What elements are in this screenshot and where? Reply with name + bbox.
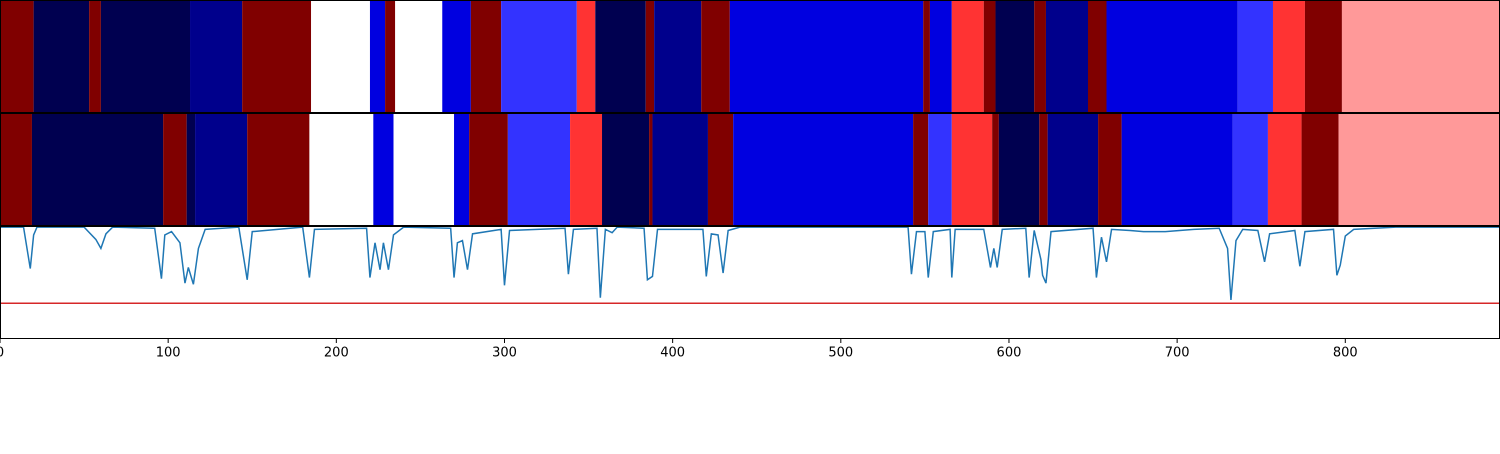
segment — [576, 0, 596, 112]
segment — [1232, 113, 1268, 225]
x-tick-label: 400 — [660, 346, 685, 361]
segment — [369, 0, 386, 112]
segment — [393, 113, 455, 225]
segment — [442, 0, 471, 112]
segment — [652, 113, 708, 225]
segment — [186, 113, 196, 225]
segment — [1341, 0, 1500, 112]
segment — [929, 0, 952, 112]
x-tick-label: 0 — [0, 346, 4, 361]
segment — [1301, 113, 1339, 225]
segment — [707, 113, 734, 225]
segment — [309, 113, 374, 225]
segment — [995, 0, 1035, 112]
segment — [454, 113, 470, 225]
segment — [649, 113, 653, 225]
segment — [602, 113, 650, 225]
x-tick-label: 200 — [324, 346, 349, 361]
segment — [1039, 113, 1048, 225]
segment — [0, 0, 34, 112]
segment — [733, 113, 914, 225]
segment — [983, 0, 996, 112]
x-tick-label: 300 — [492, 346, 517, 361]
segment — [570, 113, 603, 225]
segment — [1272, 0, 1305, 112]
segment — [1304, 0, 1342, 112]
segment — [928, 113, 952, 225]
segment — [645, 0, 655, 112]
segment — [1106, 0, 1238, 112]
segment — [1034, 0, 1046, 112]
segment — [0, 113, 32, 225]
segment — [1045, 0, 1089, 112]
segment — [100, 0, 191, 112]
segment — [33, 0, 90, 112]
segment — [998, 113, 1040, 225]
segment — [195, 113, 248, 225]
segment — [470, 0, 502, 112]
segment — [31, 113, 164, 225]
segment — [469, 113, 508, 225]
segment — [247, 113, 310, 225]
segment — [501, 0, 577, 112]
x-tick-label: 100 — [156, 346, 181, 361]
segment — [729, 0, 924, 112]
segment — [373, 113, 394, 225]
segment — [701, 0, 730, 112]
segment — [242, 0, 312, 112]
segment — [385, 0, 396, 112]
segment — [1047, 113, 1099, 225]
segment — [507, 113, 571, 225]
segment — [923, 0, 930, 112]
segment — [951, 113, 993, 225]
segment — [395, 0, 443, 112]
segment — [1338, 113, 1500, 225]
segment — [1088, 0, 1107, 112]
panel-frame — [0, 226, 1500, 339]
segment — [1267, 113, 1302, 225]
segment — [190, 0, 243, 112]
segment — [1121, 113, 1233, 225]
segment — [992, 113, 999, 225]
x-tick-label: 800 — [1333, 346, 1358, 361]
segment — [1237, 0, 1273, 112]
x-tick-label: 500 — [828, 346, 853, 361]
segment — [951, 0, 984, 112]
segment — [1098, 113, 1122, 225]
segment — [89, 0, 101, 112]
x-tick-label: 600 — [997, 346, 1022, 361]
segment — [163, 113, 187, 225]
score-line — [0, 226, 1500, 300]
segment — [654, 0, 702, 112]
segment — [311, 0, 370, 112]
x-tick-label: 700 — [1165, 346, 1190, 361]
segment — [913, 113, 929, 225]
segment — [595, 0, 646, 112]
